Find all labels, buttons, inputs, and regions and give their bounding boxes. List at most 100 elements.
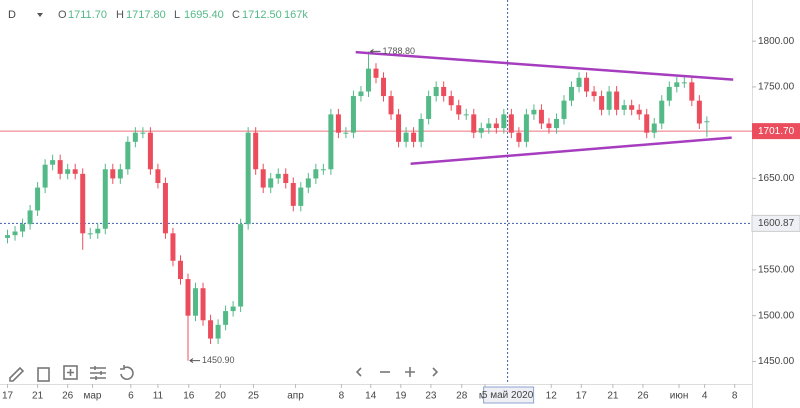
y-tick-label: 1750.00 — [758, 82, 795, 93]
candle-body — [561, 100, 567, 119]
candle-body — [313, 169, 319, 179]
annotation-arrow — [369, 49, 381, 54]
candle-body — [456, 105, 462, 115]
candle-body — [373, 68, 379, 78]
settings-tool[interactable] — [90, 366, 106, 380]
annotation-label: 1788.80 — [382, 46, 415, 56]
legend-key: O — [58, 9, 67, 21]
candle-body — [689, 82, 695, 101]
x-tick-label: 25 — [248, 391, 260, 402]
candle-body — [523, 114, 529, 142]
candle-body — [599, 96, 605, 110]
trendline — [410, 136, 732, 166]
candle-body — [12, 231, 18, 236]
candle-body — [132, 132, 138, 142]
candle-body — [275, 173, 281, 179]
x-tick-label: 6 — [128, 391, 134, 402]
legend-value: 1695.40 — [184, 9, 224, 21]
candle-body — [606, 91, 612, 110]
header: D — [8, 9, 43, 21]
candle-body — [193, 288, 199, 316]
candle-body — [463, 114, 469, 116]
candle-body — [170, 233, 176, 261]
x-tick-label: 21 — [607, 391, 619, 402]
candle-body — [681, 82, 687, 84]
zoom-in[interactable] — [405, 367, 415, 377]
candle-body — [501, 114, 507, 129]
legend-value: 1711.70 — [68, 9, 107, 21]
legend-key: C — [232, 9, 240, 21]
undo-tool[interactable] — [120, 365, 134, 381]
x-tick-label: 26 — [62, 391, 74, 402]
y-tick-label: 1800.00 — [758, 36, 795, 47]
add-plus — [67, 369, 74, 376]
candle-body — [223, 311, 229, 325]
x-tick-label: июн — [670, 391, 689, 402]
candle-body — [448, 96, 454, 106]
x-tick-label: 11 — [153, 391, 164, 402]
x-tick-label: 26 — [637, 391, 649, 402]
candle-body — [471, 114, 477, 133]
candle-body — [426, 96, 432, 119]
candle-body — [636, 109, 642, 115]
candle-body — [253, 132, 259, 170]
candle-body — [418, 118, 424, 142]
candle-body — [80, 173, 86, 234]
scroll-left[interactable] — [355, 367, 362, 377]
x-tick-label: 17 — [576, 391, 588, 402]
candle-body — [666, 86, 672, 101]
candle-body — [403, 132, 409, 142]
x-tick-label: 23 — [425, 391, 437, 402]
candle-body — [20, 224, 26, 232]
candle-body — [215, 324, 221, 339]
candle-body — [320, 169, 326, 171]
crosshair-x-label: 5 май 2020 — [482, 390, 534, 401]
candle-body — [358, 91, 364, 97]
toolbar — [9, 365, 439, 382]
candle-body — [260, 169, 266, 188]
y-tick-label: 1650.00 — [758, 173, 795, 184]
candle-body — [72, 169, 78, 174]
doc-tool[interactable] — [37, 367, 50, 382]
candle-body — [87, 233, 93, 235]
candle-body — [335, 114, 341, 133]
candle-body — [486, 123, 492, 129]
y-tick-label: 1550.00 — [758, 265, 795, 276]
x-tick-label: 17 — [2, 391, 14, 402]
x-tick-label: 21 — [32, 391, 44, 402]
candle-body — [531, 109, 537, 115]
candle-body — [493, 123, 499, 129]
crosshair-y-box — [751, 214, 800, 232]
scroll-right[interactable] — [432, 367, 439, 377]
draw-tool[interactable] — [9, 366, 25, 382]
candle-body — [200, 288, 206, 321]
x-tick-label: 8 — [339, 391, 345, 402]
x-tick-label: 12 — [546, 391, 558, 402]
candle-body — [42, 164, 48, 188]
candle-body — [614, 91, 620, 110]
dropdown-arrow[interactable] — [37, 13, 43, 17]
candle-body — [298, 187, 304, 206]
add-tool[interactable] — [63, 365, 78, 380]
candle-body — [553, 118, 559, 129]
x-tick-label: апр — [287, 391, 304, 402]
candle-body — [110, 169, 116, 179]
candle-body — [50, 160, 56, 165]
candle-body — [569, 86, 575, 101]
candle-body — [644, 114, 650, 133]
candle-body — [155, 169, 161, 183]
candle-body — [696, 100, 702, 124]
candle-body — [433, 86, 439, 97]
candle-body — [621, 105, 627, 110]
x-tick-label: 19 — [395, 391, 407, 402]
y-tick-label: 1500.00 — [758, 310, 795, 321]
candle-body — [102, 169, 108, 229]
candle-body — [125, 141, 131, 170]
candle-body — [245, 132, 251, 225]
candle-body — [230, 306, 236, 312]
x-tick-label: 14 — [365, 391, 377, 402]
x-tick-label: 8 — [732, 391, 738, 402]
